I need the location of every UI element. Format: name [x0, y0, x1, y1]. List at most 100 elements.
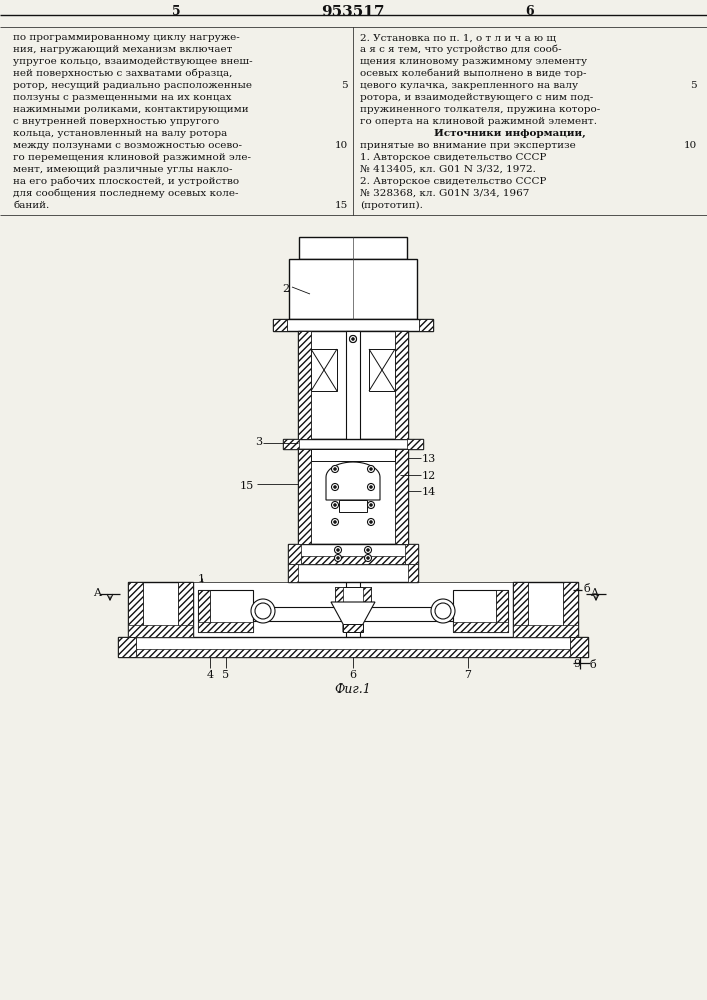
Bar — [198, 622, 253, 632]
Text: 10: 10 — [334, 141, 348, 150]
Text: кольца, установленный на валу ротора: кольца, установленный на валу ротора — [13, 129, 227, 138]
Bar — [298, 449, 408, 544]
Circle shape — [332, 484, 339, 490]
Circle shape — [368, 518, 375, 526]
Circle shape — [367, 549, 369, 551]
Bar — [288, 544, 301, 564]
Circle shape — [334, 468, 337, 470]
Text: 1: 1 — [198, 574, 205, 584]
Circle shape — [365, 554, 371, 562]
Circle shape — [370, 468, 372, 470]
Text: 13: 13 — [422, 454, 436, 464]
Text: 2. Авторское свидетельство СССР: 2. Авторское свидетельство СССР — [360, 177, 547, 186]
Bar — [298, 331, 408, 439]
Bar — [453, 590, 508, 632]
Bar — [273, 319, 287, 331]
Text: 5: 5 — [172, 5, 180, 18]
Bar — [128, 582, 143, 637]
Text: 12: 12 — [422, 471, 436, 481]
Polygon shape — [326, 462, 380, 500]
Text: на его рабочих плоскостей, и устройство: на его рабочих плоскостей, и устройство — [13, 177, 239, 186]
Bar — [289, 259, 417, 319]
Text: 3: 3 — [255, 437, 262, 447]
Text: го перемещения клиновой разжимной эле-: го перемещения клиновой разжимной эле- — [13, 153, 251, 162]
Bar — [128, 582, 193, 637]
Text: ния, нагружающий механизм включает: ния, нагружающий механизм включает — [13, 45, 233, 54]
Text: 15: 15 — [240, 481, 255, 491]
Circle shape — [368, 484, 375, 490]
Circle shape — [337, 557, 339, 559]
Bar — [283, 439, 423, 449]
Bar — [298, 449, 311, 544]
Circle shape — [334, 546, 341, 554]
Text: ней поверхностью с захватами образца,: ней поверхностью с захватами образца, — [13, 69, 233, 79]
Text: ползуны с размещенными на их концах: ползуны с размещенными на их концах — [13, 93, 231, 102]
Circle shape — [435, 603, 451, 619]
Bar — [419, 319, 433, 331]
Bar — [408, 564, 418, 582]
Bar — [301, 556, 405, 564]
Circle shape — [370, 504, 372, 506]
Bar — [405, 544, 418, 564]
Bar — [298, 331, 311, 439]
Text: 5: 5 — [341, 81, 348, 90]
Text: 6: 6 — [526, 5, 534, 18]
Circle shape — [349, 336, 356, 342]
Bar — [311, 349, 337, 391]
Text: мент, имеющий различные углы накло-: мент, имеющий различные углы накло- — [13, 165, 233, 174]
Bar — [343, 624, 363, 632]
Text: осевых колебаний выполнено в виде тор-: осевых колебаний выполнено в виде тор- — [360, 69, 587, 79]
Text: баний.: баний. — [13, 201, 49, 210]
Circle shape — [370, 521, 372, 523]
Circle shape — [370, 486, 372, 488]
Bar — [363, 587, 371, 602]
Text: 5: 5 — [223, 670, 230, 680]
Text: б: б — [583, 584, 590, 594]
Text: пружиненного толкателя, пружина которо-: пружиненного толкателя, пружина которо- — [360, 105, 600, 114]
Text: 1. Авторское свидетельство СССР: 1. Авторское свидетельство СССР — [360, 153, 547, 162]
Bar — [253, 607, 453, 621]
Bar — [198, 590, 210, 632]
Text: упругое кольцо, взаимодействующее внеш-: упругое кольцо, взаимодействующее внеш- — [13, 57, 252, 66]
Bar — [496, 590, 508, 632]
Circle shape — [431, 599, 455, 623]
Bar — [513, 582, 578, 637]
Text: 15: 15 — [334, 201, 348, 210]
Circle shape — [332, 466, 339, 473]
Bar — [273, 319, 433, 331]
Text: 7: 7 — [464, 670, 472, 680]
Text: б: б — [590, 660, 597, 670]
Bar — [563, 582, 578, 637]
Text: 6: 6 — [349, 670, 356, 680]
Bar — [288, 544, 418, 564]
Text: 9: 9 — [573, 659, 580, 669]
Bar — [283, 439, 299, 449]
Text: для сообщения последнему осевых коле-: для сообщения последнему осевых коле- — [13, 189, 238, 198]
Circle shape — [365, 546, 371, 554]
Text: 10: 10 — [684, 141, 697, 150]
Text: принятые во внимание при экспертизе: принятые во внимание при экспертизе — [360, 141, 575, 150]
Bar — [198, 590, 253, 632]
Circle shape — [332, 502, 339, 508]
Bar — [311, 449, 395, 461]
Circle shape — [349, 336, 356, 342]
Bar — [128, 625, 193, 637]
Text: Фиг.1: Фиг.1 — [334, 683, 371, 696]
Circle shape — [334, 504, 337, 506]
Bar — [570, 637, 588, 657]
Text: 5: 5 — [690, 81, 697, 90]
Text: нажимными роликами, контактирующими: нажимными роликами, контактирующими — [13, 105, 249, 114]
Bar — [193, 582, 513, 637]
Circle shape — [334, 521, 337, 523]
Text: го оперта на клиновой ражимной элемент.: го оперта на клиновой ражимной элемент. — [360, 117, 597, 126]
Bar — [335, 587, 371, 602]
Bar — [178, 582, 193, 637]
Circle shape — [251, 599, 275, 623]
Text: 14: 14 — [422, 487, 436, 497]
Text: по программированному циклу нагруже-: по программированному циклу нагруже- — [13, 33, 240, 42]
Bar — [513, 582, 528, 637]
Text: A: A — [590, 588, 598, 598]
Bar — [299, 237, 407, 259]
Text: щения клиновому разжимному элементу: щения клиновому разжимному элементу — [360, 57, 587, 66]
Text: а я с я тем, что устройство для сооб-: а я с я тем, что устройство для сооб- — [360, 45, 561, 54]
